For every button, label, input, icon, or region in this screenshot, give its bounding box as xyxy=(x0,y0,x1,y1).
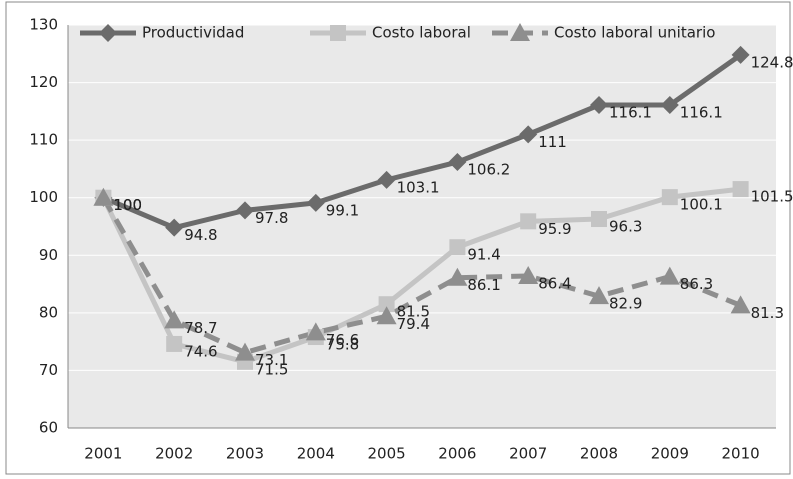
x-tick-label: 2003 xyxy=(226,445,264,463)
data-label: 106.2 xyxy=(467,161,510,179)
data-label: 116.1 xyxy=(680,104,723,122)
marker xyxy=(166,335,183,352)
legend-label: Costo laboral xyxy=(372,24,471,42)
data-label: 74.6 xyxy=(184,342,217,360)
marker xyxy=(520,213,537,230)
marker xyxy=(518,266,539,285)
marker xyxy=(589,286,609,305)
marker xyxy=(730,295,751,314)
marker xyxy=(732,181,749,198)
data-label: 95.9 xyxy=(538,220,571,238)
marker xyxy=(660,96,679,115)
data-label: 111 xyxy=(538,133,567,151)
marker xyxy=(659,266,680,285)
marker xyxy=(306,193,325,212)
marker xyxy=(305,322,326,341)
data-label: 94.8 xyxy=(184,226,217,244)
marker xyxy=(447,267,468,286)
marker xyxy=(164,310,185,329)
data-label: 86.4 xyxy=(538,275,571,293)
y-tick-label: 90 xyxy=(39,246,58,264)
marker xyxy=(590,96,608,115)
x-tick-label: 2010 xyxy=(722,445,760,463)
marker xyxy=(731,45,750,64)
marker xyxy=(519,125,538,144)
series-line xyxy=(102,52,743,231)
marker xyxy=(449,239,466,256)
legend-label: Productividad xyxy=(142,24,244,42)
data-label: 71.5 xyxy=(255,360,288,378)
y-tick-label: 100 xyxy=(29,188,58,206)
data-label: 97.8 xyxy=(255,209,288,227)
data-label: 91.4 xyxy=(467,246,500,264)
marker xyxy=(235,342,255,361)
marker xyxy=(378,296,395,313)
y-tick-label: 120 xyxy=(29,73,58,91)
marker xyxy=(236,201,254,220)
data-label: 103.1 xyxy=(397,178,440,196)
data-label: 76.6 xyxy=(326,331,359,349)
x-tick-label: 2002 xyxy=(155,445,193,463)
legend-label: Costo laboral unitario xyxy=(554,24,715,42)
data-label: 82.9 xyxy=(609,295,642,313)
data-label: 81.3 xyxy=(751,304,784,322)
y-tick-label: 60 xyxy=(39,419,58,437)
series-line xyxy=(101,186,741,365)
marker xyxy=(330,25,346,41)
x-tick-label: 2009 xyxy=(651,445,689,463)
marker xyxy=(510,23,530,41)
data-label: 86.1 xyxy=(467,276,500,294)
x-tick-label: 2004 xyxy=(297,445,335,463)
data-label: 100 xyxy=(113,196,142,214)
marker xyxy=(377,170,396,189)
x-tick-label: 2008 xyxy=(580,445,618,463)
data-label: 78.7 xyxy=(184,319,217,337)
data-label: 86.3 xyxy=(680,275,713,293)
data-label: 75.8 xyxy=(326,336,359,354)
marker xyxy=(661,189,678,206)
x-tick-label: 2001 xyxy=(84,445,122,463)
y-tick-label: 130 xyxy=(29,16,58,34)
data-label: 100 xyxy=(113,196,142,214)
data-label: 101.5 xyxy=(751,188,793,206)
data-label: 96.3 xyxy=(609,218,642,236)
data-label: 124.8 xyxy=(751,53,793,71)
data-label: 81.5 xyxy=(397,303,430,321)
data-label: 100 xyxy=(113,196,142,214)
data-label: 100.1 xyxy=(680,196,723,214)
data-label: 99.1 xyxy=(326,201,359,219)
marker xyxy=(99,24,117,42)
y-tick-label: 70 xyxy=(39,361,58,379)
marker xyxy=(448,153,467,172)
data-label: 73.1 xyxy=(255,351,288,369)
y-tick-label: 110 xyxy=(29,131,58,149)
marker xyxy=(93,187,114,206)
data-label: 79.4 xyxy=(397,315,430,333)
data-label: 116.1 xyxy=(609,104,652,122)
y-tick-label: 80 xyxy=(39,303,58,321)
marker xyxy=(591,211,607,228)
marker xyxy=(376,306,397,325)
x-tick-label: 2007 xyxy=(509,445,547,463)
x-tick-label: 2005 xyxy=(368,445,406,463)
series-line xyxy=(101,196,742,356)
x-tick-label: 2006 xyxy=(438,445,476,463)
marker xyxy=(165,218,184,237)
